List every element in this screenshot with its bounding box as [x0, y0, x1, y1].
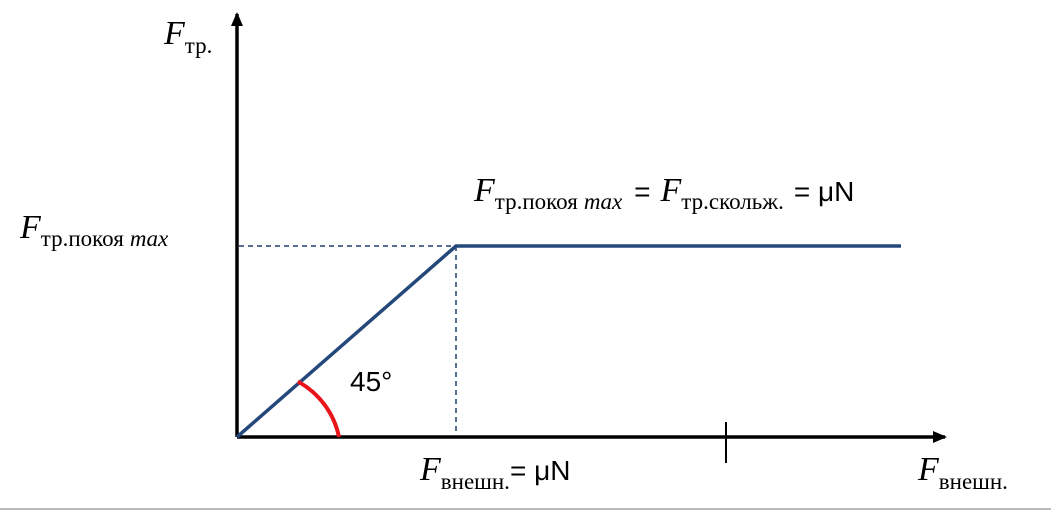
- subscript: тр.скольж.: [681, 189, 784, 214]
- symbol: F: [473, 172, 496, 209]
- angle-arc: [296, 379, 341, 438]
- x-axis-label: Fвнешн.: [917, 451, 1008, 494]
- subscript: тр.покоя: [495, 189, 578, 214]
- symbol: F: [419, 451, 442, 488]
- subscript: внешн.: [441, 469, 510, 494]
- equals-value: = μN: [794, 176, 854, 207]
- angle-label: 45°: [350, 366, 392, 397]
- symbol: F: [19, 209, 42, 246]
- rest: = μN: [510, 455, 570, 486]
- y-axis-label: Fтр.: [163, 15, 212, 58]
- symbol: F: [660, 172, 683, 209]
- subscript-italic: max: [584, 189, 623, 214]
- level-label: Fтр.покоя max: [19, 209, 169, 251]
- subscript: тр.покоя: [41, 226, 124, 251]
- subscript: внешн.: [939, 469, 1008, 494]
- symbol: F: [163, 15, 186, 52]
- subscript: тр.: [185, 33, 213, 58]
- equals: =: [634, 176, 650, 207]
- symbol: F: [917, 451, 940, 488]
- equation: Fтр.покоя max = Fтр.скольж. = μN: [473, 172, 854, 214]
- subscript-italic: max: [130, 226, 169, 251]
- x-point-label: Fвнешн.= μN: [419, 451, 570, 494]
- friction-curve: [235, 244, 901, 439]
